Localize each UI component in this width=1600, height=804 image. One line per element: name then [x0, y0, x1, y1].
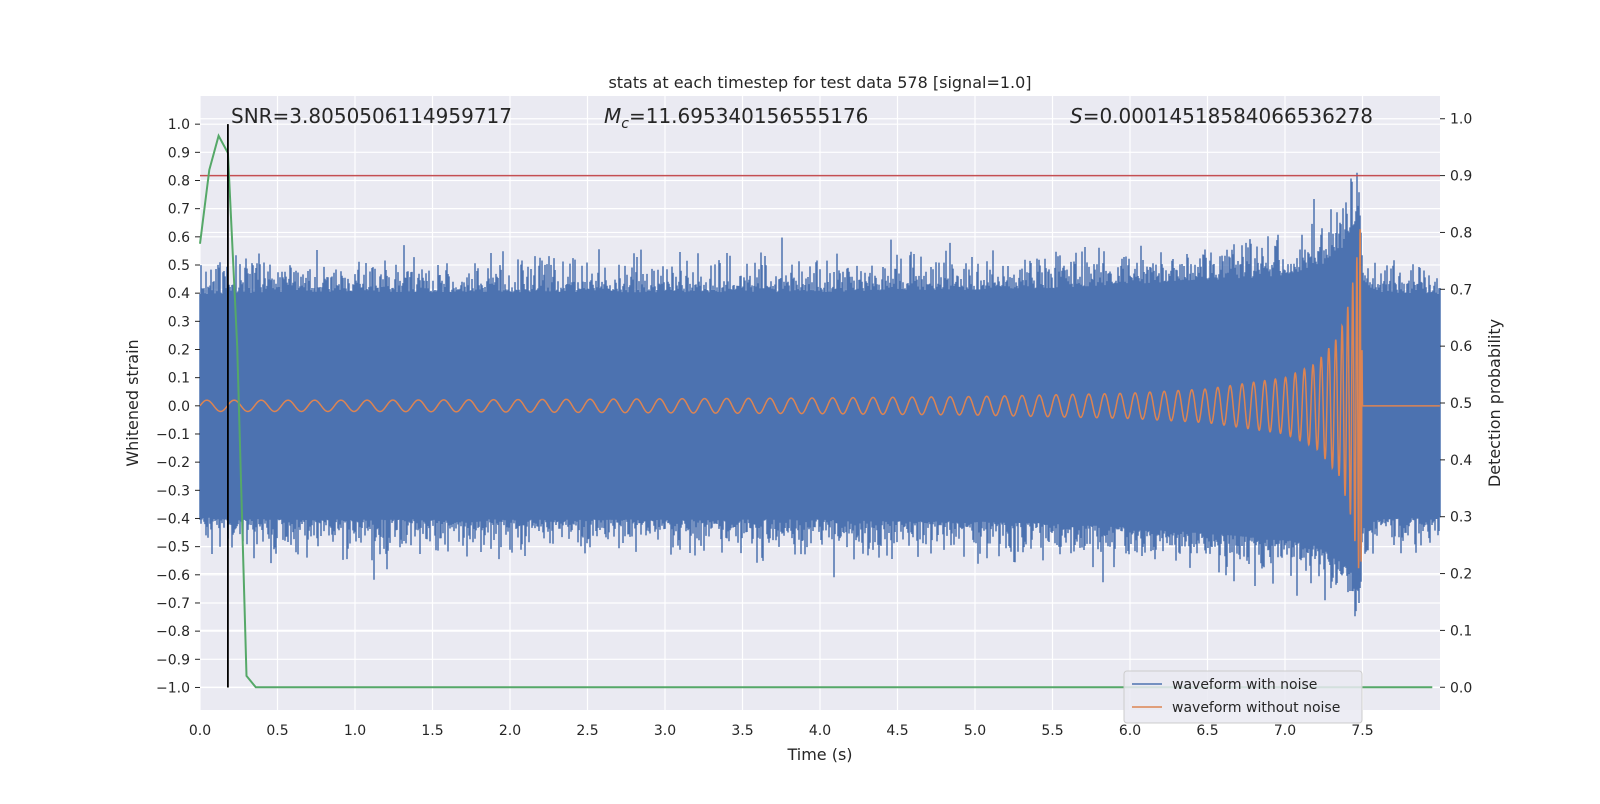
y-right-tick-label: 0.4: [1450, 453, 1472, 469]
chirp-mass-annotation: Mc=11.695340156555176: [604, 104, 868, 132]
y-left-tick-label: −0.8: [156, 624, 190, 640]
x-axis-label: Time (s): [786, 745, 852, 764]
x-tick-label: 5.0: [964, 723, 986, 739]
y-left-tick-label: 0.3: [168, 314, 190, 330]
y-left-tick-label: −0.2: [156, 455, 190, 471]
y-left-tick-label: −0.6: [156, 568, 190, 584]
y-left-tick-label: 0.4: [168, 286, 190, 302]
y-left-tick-label: 0.8: [168, 173, 190, 189]
chirp-mass-subscript: c: [621, 116, 629, 132]
y-left-tick-label: −0.5: [156, 540, 190, 556]
y-left-tick-label: −0.4: [156, 511, 190, 527]
y-right-tick-label: 0.1: [1450, 623, 1472, 639]
x-tick-label: 2.0: [499, 723, 521, 739]
x-tick-label: 0.5: [266, 723, 288, 739]
y-left-tick-label: 0.1: [168, 371, 190, 387]
y-left-tick-label: 0.9: [168, 145, 190, 161]
waveform-without-noise-line: [199, 229, 1440, 569]
y-right-tick-label: 0.7: [1450, 282, 1472, 298]
s-annotation: S=0.00014518584066536278: [1070, 104, 1373, 128]
x-tick-label: 5.5: [1041, 723, 1063, 739]
series-waveform-without-noise: [199, 229, 1440, 569]
x-tick-label: 7.0: [1274, 723, 1296, 739]
s-symbol: S: [1070, 104, 1083, 128]
y-left-tick-label: 0.6: [168, 230, 190, 246]
y-right-tick-label: 1.0: [1450, 112, 1472, 128]
chirp-mass-symbol: M: [604, 104, 621, 128]
y-right-tick-label: 0.2: [1450, 567, 1472, 583]
chart-title: stats at each timestep for test data 578…: [608, 73, 1031, 92]
legend-label-waveform-without-noise: waveform without noise: [1172, 700, 1340, 716]
s-value: =0.00014518584066536278: [1083, 104, 1373, 128]
y-left-tick-labels: 1.0 0.9 0.8 0.7 0.6 0.5 0.4 0.3 0.2 0.1 0.0 −0.1 −0.…: [156, 117, 200, 696]
y-right-tick-label: 0.3: [1450, 510, 1472, 526]
detection-probability-line: [199, 133, 1433, 689]
y-left-tick-label: −0.7: [156, 596, 190, 612]
y-left-tick-label: 1.0: [168, 117, 190, 133]
y-right-tick-label: 0.0: [1450, 680, 1472, 696]
y-right-tick-label: 0.6: [1450, 339, 1472, 355]
y-left-tick-label: 0.0: [168, 399, 190, 415]
y-axis-label-left: Whitened strain: [123, 339, 142, 466]
x-tick-label: 3.5: [731, 723, 753, 739]
x-tick-label: 6.0: [1119, 723, 1141, 739]
chirp-mass-value: =11.695340156555176: [629, 104, 868, 128]
y-left-tick-label: −1.0: [156, 680, 190, 696]
y-right-tick-label: 0.9: [1450, 169, 1472, 185]
y-right-tick-labels: 1.0 0.9 0.8 0.7 0.6 0.5 0.4 0.3 0.2 0.1 0.0: [1440, 112, 1472, 696]
x-tick-labels: 0.0 0.5 1.0 1.5 2.0 2.5 3.0 3.5 4.0 4.5 5.0 5.5 6.0 6…: [189, 723, 1374, 739]
legend-label-waveform-with-noise: waveform with noise: [1172, 677, 1317, 693]
x-tick-label: 1.0: [344, 723, 366, 739]
x-tick-label: 7.5: [1351, 723, 1373, 739]
legend-box: [1123, 670, 1363, 724]
x-tick-label: 1.5: [421, 723, 443, 739]
y-left-tick-label: 0.7: [168, 202, 190, 218]
snr-annotation: SNR=3.8050506114959717: [231, 104, 512, 128]
x-tick-label: 4.0: [809, 723, 831, 739]
y-left-tick-label: 0.5: [168, 258, 190, 274]
y-right-tick-label: 0.8: [1450, 225, 1472, 241]
y-left-tick-label: 0.2: [168, 342, 190, 358]
x-tick-label: 0.0: [189, 723, 211, 739]
x-tick-label: 4.5: [886, 723, 908, 739]
x-tick-label: 6.5: [1196, 723, 1218, 739]
series-detection-probability: [199, 133, 1433, 689]
legend: waveform with noise waveform without noi…: [1123, 670, 1363, 724]
y-left-tick-label: −0.3: [156, 483, 190, 499]
y-right-tick-label: 0.5: [1450, 396, 1472, 412]
y-left-tick-label: −0.9: [156, 652, 190, 668]
x-tick-label: 2.5: [576, 723, 598, 739]
y-left-tick-label: −0.1: [156, 427, 190, 443]
y-axis-label-right: Detection probability: [1485, 319, 1504, 487]
x-tick-label: 3.0: [654, 723, 676, 739]
